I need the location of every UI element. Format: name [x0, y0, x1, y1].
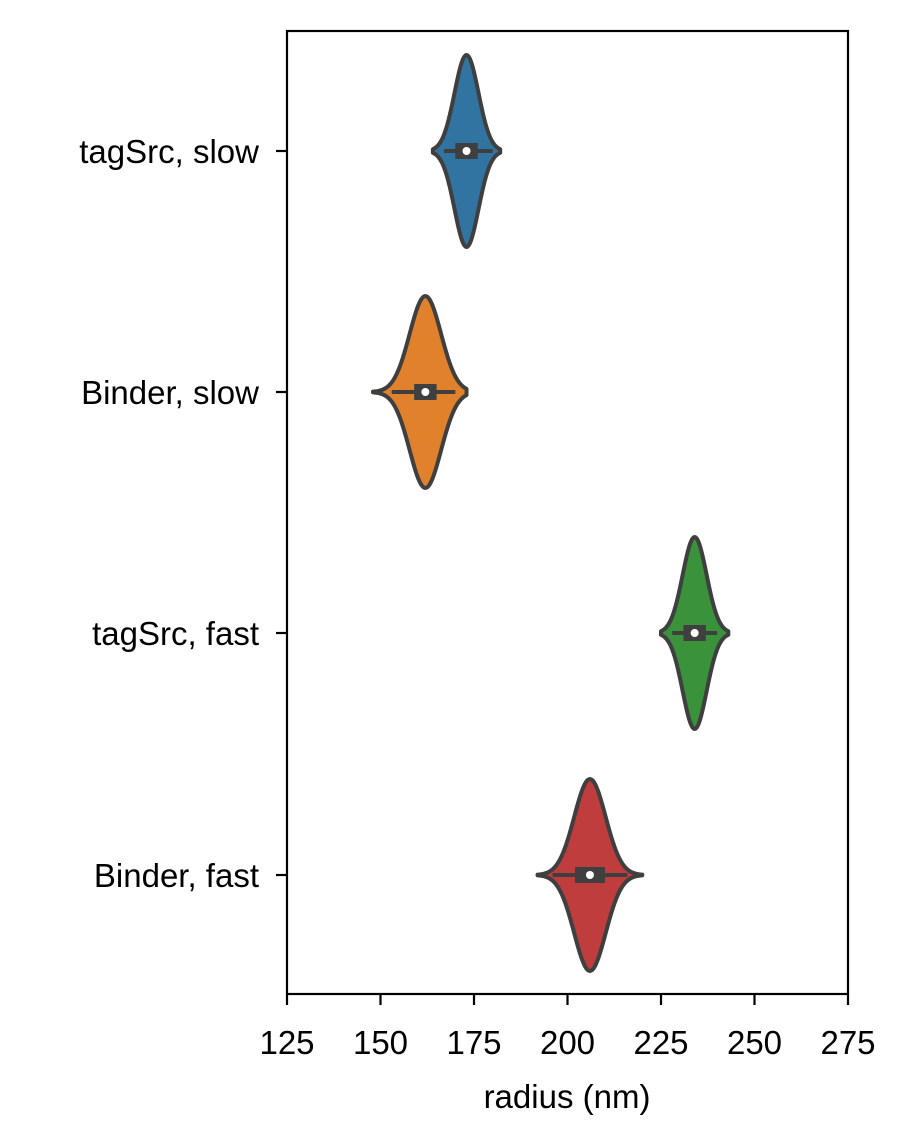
- violin-median-point: [690, 629, 699, 637]
- y-tick-label: tagSrc, slow: [79, 133, 259, 170]
- x-tick-label: 200: [540, 1024, 595, 1061]
- x-tick-label: 125: [259, 1024, 314, 1061]
- violin-median-point: [585, 871, 594, 879]
- x-axis: 125 150 175 200 225 250 275: [259, 994, 876, 1061]
- x-tick-label: 150: [353, 1024, 408, 1061]
- x-tick-label: 225: [633, 1024, 688, 1061]
- x-tick-label: 275: [820, 1024, 875, 1061]
- x-axis-label: radius (nm): [484, 1078, 651, 1115]
- y-tick-label: tagSrc, fast: [92, 615, 259, 652]
- y-tick-label: Binder, fast: [94, 857, 259, 894]
- x-tick-label: 250: [727, 1024, 782, 1061]
- violin-median-point: [421, 388, 430, 396]
- x-tick-label: 175: [446, 1024, 501, 1061]
- y-axis: tagSrc, slow Binder, slow tagSrc, fast Bind…: [79, 133, 287, 894]
- violin-median-point: [462, 147, 471, 155]
- violins-group: [371, 53, 731, 973]
- y-tick-label: Binder, slow: [81, 374, 259, 411]
